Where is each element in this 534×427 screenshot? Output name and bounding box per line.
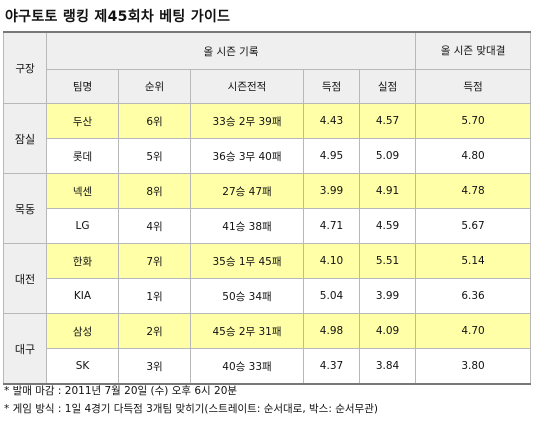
team-cell: 한화 bbox=[46, 243, 119, 279]
head-to-head-header-text: 올 시즌 맞대결 bbox=[440, 44, 506, 57]
allowed-cell: 4.59 bbox=[358, 208, 417, 244]
venue-cell: 대구 bbox=[3, 313, 47, 385]
record-cell: 36승 3무 40패 bbox=[190, 138, 304, 174]
game-method-note: * 게임 방식 : 1일 4경기 다득점 3개팀 맞히기(스트레이트: 순서대로… bbox=[4, 403, 378, 415]
rank-cell: 1위 bbox=[118, 278, 191, 314]
scored-cell: 4.10 bbox=[303, 243, 360, 279]
scored-cell: 4.37 bbox=[303, 348, 360, 385]
match-cell: 5.67 bbox=[415, 208, 532, 244]
rank-cell: 2위 bbox=[118, 313, 191, 349]
record-cell: 27승 47패 bbox=[190, 173, 304, 209]
record-cell: 35승 1무 45패 bbox=[190, 243, 304, 279]
scored-cell: 4.95 bbox=[303, 138, 360, 174]
rank-cell: 4위 bbox=[118, 208, 191, 244]
record-cell: 45승 2무 31패 bbox=[190, 313, 304, 349]
match-cell: 4.70 bbox=[415, 313, 532, 349]
scored-cell: 4.43 bbox=[303, 103, 360, 139]
venue-cell: 대전 bbox=[3, 243, 47, 314]
page-title: 야구토토 랭킹 제45회차 베팅 가이드 bbox=[5, 9, 231, 25]
sales-deadline-note: * 발매 마감 : 2011년 7월 20일 (수) 오후 6시 20분 bbox=[4, 385, 238, 397]
team-header: 팀명 bbox=[46, 69, 119, 104]
scored-cell: 4.98 bbox=[303, 313, 360, 349]
match-cell: 6.36 bbox=[415, 278, 532, 314]
team-cell: 두산 bbox=[46, 103, 119, 139]
match-cell: 3.80 bbox=[415, 348, 532, 385]
match-cell: 4.78 bbox=[415, 173, 532, 209]
record-cell: 50승 34패 bbox=[190, 278, 304, 314]
team-cell: 삼성 bbox=[46, 313, 119, 349]
match-scored-header: 득점 bbox=[415, 69, 532, 104]
table-row: 대전 한화 7위 35승 1무 45패 4.10 5.51 5.14 bbox=[3, 243, 532, 314]
runs-scored-header: 득점 bbox=[303, 69, 360, 104]
match-cell: 4.80 bbox=[415, 138, 532, 174]
table-row: 대구 삼성 2위 45승 2무 31패 4.98 4.09 4.70 bbox=[3, 313, 532, 385]
record-header: 시즌전적 bbox=[190, 69, 304, 104]
record-cell: 41승 38패 bbox=[190, 208, 304, 244]
team-cell: SK bbox=[46, 348, 119, 385]
scored-cell: 4.71 bbox=[303, 208, 360, 244]
allowed-cell: 4.09 bbox=[358, 313, 417, 349]
venue-cell: 목동 bbox=[3, 173, 47, 244]
team-cell: KIA bbox=[46, 278, 119, 314]
table-row: 잠실 두산 6위 33승 2무 39패 4.43 4.57 5.70 bbox=[3, 103, 532, 174]
record-cell: 40승 33패 bbox=[190, 348, 304, 385]
rank-header: 순위 bbox=[118, 69, 191, 104]
allowed-cell: 3.84 bbox=[358, 348, 417, 385]
footnotes: * 발매 마감 : 2011년 7월 20일 (수) 오후 6시 20분 * 게… bbox=[4, 382, 378, 418]
rank-cell: 6위 bbox=[118, 103, 191, 139]
table-row: 롯데 5위 36승 3무 40패 4.95 5.09 4.80 bbox=[4, 138, 532, 174]
allowed-cell: 3.99 bbox=[358, 278, 417, 314]
allowed-cell: 4.91 bbox=[358, 173, 417, 209]
table-row: SK 3위 40승 33패 4.37 3.84 3.80 bbox=[4, 348, 532, 385]
venue-cell: 잠실 bbox=[3, 103, 47, 174]
table-row: LG 4위 41승 38패 4.71 4.59 5.67 bbox=[4, 208, 532, 244]
table-row: KIA 1위 50승 34패 5.04 3.99 6.36 bbox=[4, 278, 532, 314]
betting-guide-table: 구장 올 시즌 기록 올 시즌 맞대결 팀명 순위 시즌전적 득점 실점 득점 … bbox=[3, 31, 532, 385]
team-cell: 롯데 bbox=[46, 138, 119, 174]
table-row: 목동 넥센 8위 27승 47패 3.99 4.91 4.78 bbox=[3, 173, 532, 244]
team-cell: 넥센 bbox=[46, 173, 119, 209]
record-cell: 33승 2무 39패 bbox=[190, 103, 304, 139]
scored-cell: 5.04 bbox=[303, 278, 360, 314]
allowed-cell: 5.09 bbox=[358, 138, 417, 174]
scored-cell: 3.99 bbox=[303, 173, 360, 209]
allowed-cell: 5.51 bbox=[358, 243, 417, 279]
match-cell: 5.14 bbox=[415, 243, 532, 279]
head-to-head-header: 올 시즌 맞대결 bbox=[415, 31, 532, 70]
season-record-header: 올 시즌 기록 bbox=[45, 31, 417, 70]
rank-cell: 5위 bbox=[118, 138, 191, 174]
venue-header: 구장 bbox=[3, 31, 47, 104]
rank-cell: 3위 bbox=[118, 348, 191, 385]
rank-cell: 8위 bbox=[118, 173, 191, 209]
team-cell: LG bbox=[46, 208, 119, 244]
runs-allowed-header: 실점 bbox=[358, 69, 417, 104]
rank-cell: 7위 bbox=[118, 243, 191, 279]
allowed-cell: 4.57 bbox=[358, 103, 417, 139]
match-cell: 5.70 bbox=[415, 103, 532, 139]
